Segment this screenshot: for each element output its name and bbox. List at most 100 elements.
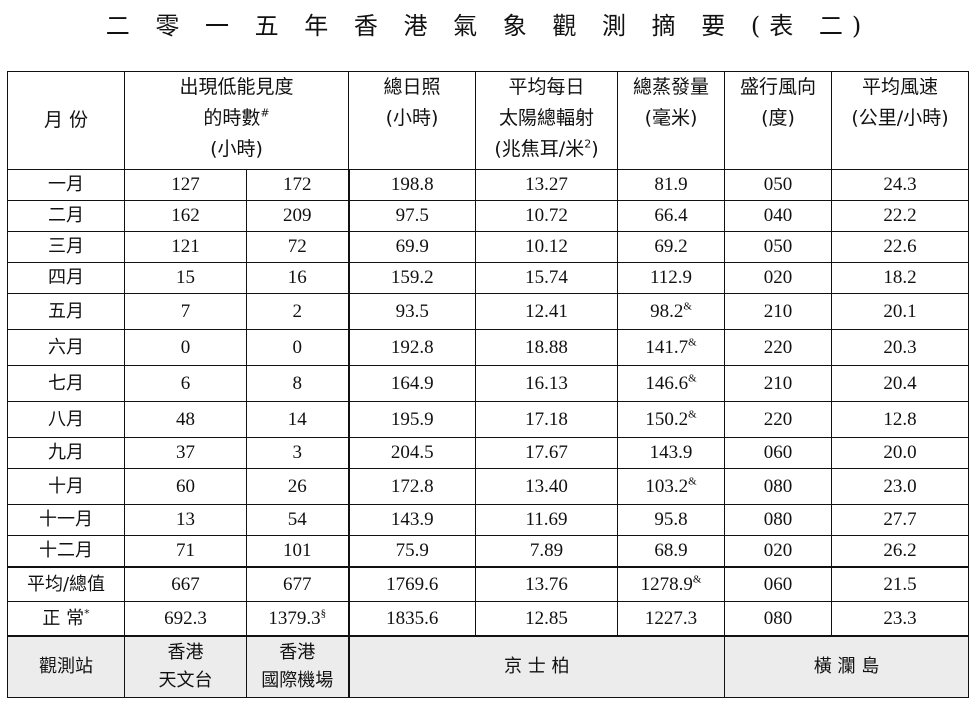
- cell-wind-speed: 21.5: [831, 566, 970, 602]
- cell-vis-airport: 172: [245, 169, 350, 201]
- table-row: 十一月 13 54 143.9 11.69 95.8 080 27.7: [7, 504, 970, 536]
- cell-vis-hko: 162: [124, 200, 247, 232]
- ampersand-mark: &: [688, 408, 697, 421]
- cell-wind-direction: 080: [724, 468, 833, 505]
- table-row: 十二月 71 101 75.9 7.89 68.9 020 26.2: [7, 535, 970, 568]
- cell-sunshine: 97.5: [348, 200, 477, 232]
- monthly-data: 一月 127 172 198.8 13.27 81.9 050 24.3 二月 162 209 97.…: [7, 169, 970, 568]
- cell-sunshine: 192.8: [348, 329, 477, 366]
- cell-wind-direction: 210: [724, 365, 833, 402]
- cell-wind-speed: 22.2: [831, 200, 970, 232]
- cell-radiation: 11.69: [475, 504, 619, 536]
- cell-radiation: 16.13: [475, 365, 619, 402]
- header-evaporation: 總蒸發量 (毫米): [617, 71, 726, 170]
- table-row: 十月 60 26 172.8 13.40 103.2& 080 23.0: [7, 468, 970, 505]
- station-kings-park: 京 士 柏: [348, 635, 726, 698]
- cell-radiation: 12.85: [475, 601, 619, 637]
- normal-row: 正 常* 692.3 1379.3§ 1835.6 12.85 1227.3 0…: [7, 601, 970, 637]
- cell-wind-speed: 20.4: [831, 365, 970, 402]
- cell-radiation: 15.74: [475, 262, 619, 294]
- cell-sunshine: 143.9: [348, 504, 477, 536]
- summary-row: 平均/總值 667 677 1769.6 13.76 1278.9& 060 2…: [7, 566, 970, 602]
- station-waglan: 橫 瀾 島: [724, 635, 970, 698]
- cell-vis-hko: 48: [124, 401, 247, 438]
- cell-month: 九月: [7, 437, 125, 469]
- cell-sunshine: 164.9: [348, 365, 477, 402]
- cell-evaporation: 95.8: [617, 504, 726, 536]
- page-title: 二 零 一 五 年 香 港 氣 象 觀 測 摘 要 (表 二): [105, 12, 871, 40]
- hash-mark: #: [260, 106, 270, 120]
- cell-wind-direction: 040: [724, 200, 833, 232]
- cell-sunshine: 1835.6: [348, 601, 477, 637]
- cell-wind-direction: 020: [724, 535, 833, 568]
- header-sunshine: 總日照 (小時): [348, 71, 477, 170]
- cell-month: 十月: [7, 468, 125, 505]
- cell-month: 三月: [7, 231, 125, 263]
- cell-vis-airport: 209: [245, 200, 350, 232]
- cell-vis-hko: 13: [124, 504, 247, 536]
- cell-wind-direction: 220: [724, 401, 833, 438]
- cell-evaporation: 143.9: [617, 437, 726, 469]
- table-row: 一月 127 172 198.8 13.27 81.9 050 24.3: [7, 169, 970, 201]
- cell-month: 五月: [7, 293, 125, 330]
- station-label: 觀測站: [7, 635, 125, 698]
- cell-evaporation: 69.2: [617, 231, 726, 263]
- cell-evaporation: 66.4: [617, 200, 726, 232]
- cell-vis-hko: 127: [124, 169, 247, 201]
- header-wind-direction: 盛行風向 (度): [724, 71, 833, 170]
- station-row: 觀測站 香港 天文台 香港 國際機場 京 士 柏 橫 瀾 島: [7, 635, 970, 698]
- cell-month: 一月: [7, 169, 125, 201]
- cell-vis-airport: 3: [245, 437, 350, 469]
- cell-sunshine: 172.8: [348, 468, 477, 505]
- cell-vis-hko: 692.3: [124, 601, 247, 637]
- cell-sunshine: 198.8: [348, 169, 477, 201]
- normal-label: 正 常*: [7, 601, 125, 637]
- cell-evaporation: 112.9: [617, 262, 726, 294]
- cell-sunshine: 69.9: [348, 231, 477, 263]
- cell-vis-airport: 677: [245, 566, 350, 602]
- cell-vis-hko: 7: [124, 293, 247, 330]
- cell-wind-direction: 060: [724, 437, 833, 469]
- cell-evaporation: 1278.9&: [617, 566, 726, 602]
- cell-vis-airport: 101: [245, 535, 350, 568]
- cell-wind-speed: 26.2: [831, 535, 970, 568]
- cell-month: 四月: [7, 262, 125, 294]
- cell-evaporation: 141.7&: [617, 329, 726, 366]
- cell-sunshine: 1769.6: [348, 566, 477, 602]
- cell-sunshine: 93.5: [348, 293, 477, 330]
- cell-sunshine: 204.5: [348, 437, 477, 469]
- cell-radiation: 13.76: [475, 566, 619, 602]
- cell-month: 八月: [7, 401, 125, 438]
- cell-vis-hko: 121: [124, 231, 247, 263]
- cell-radiation: 17.67: [475, 437, 619, 469]
- ampersand-mark: &: [688, 475, 697, 488]
- cell-vis-airport: 16: [245, 262, 350, 294]
- cell-month: 六月: [7, 329, 125, 366]
- cell-vis-airport: 54: [245, 504, 350, 536]
- station-airport: 香港 國際機場: [245, 635, 350, 698]
- cell-radiation: 18.88: [475, 329, 619, 366]
- cell-vis-airport: 8: [245, 365, 350, 402]
- cell-vis-airport: 26: [245, 468, 350, 505]
- cell-wind-direction: 060: [724, 566, 833, 602]
- summary-rows: 平均/總值 667 677 1769.6 13.76 1278.9& 060 2…: [7, 566, 970, 637]
- cell-wind-direction: 050: [724, 231, 833, 263]
- cell-vis-hko: 71: [124, 535, 247, 568]
- cell-vis-hko: 0: [124, 329, 247, 366]
- cell-vis-airport: 14: [245, 401, 350, 438]
- cell-vis-hko: 37: [124, 437, 247, 469]
- cell-wind-direction: 080: [724, 601, 833, 637]
- cell-wind-speed: 27.7: [831, 504, 970, 536]
- cell-wind-speed: 23.3: [831, 601, 970, 637]
- climate-summary-table: 月 份 出現低能見度 的時數# (小時) 總日照 (小時) 平均每日 太陽總輻射…: [7, 71, 970, 698]
- header-radiation: 平均每日 太陽總輻射 (兆焦耳/米2): [475, 71, 619, 170]
- cell-vis-airport: 0: [245, 329, 350, 366]
- cell-evaporation: 1227.3: [617, 601, 726, 637]
- cell-radiation: 17.18: [475, 401, 619, 438]
- cell-vis-airport: 1379.3§: [245, 601, 350, 637]
- cell-sunshine: 159.2: [348, 262, 477, 294]
- cell-wind-direction: 080: [724, 504, 833, 536]
- cell-vis-hko: 60: [124, 468, 247, 505]
- cell-wind-speed: 18.2: [831, 262, 970, 294]
- cell-wind-speed: 20.1: [831, 293, 970, 330]
